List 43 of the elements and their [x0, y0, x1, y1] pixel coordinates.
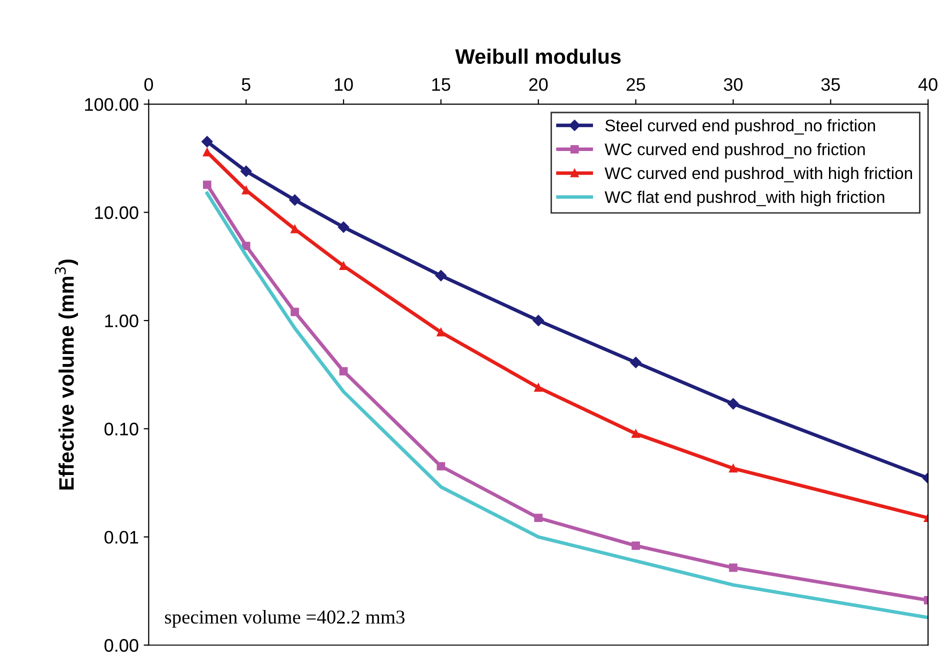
- point: [290, 308, 299, 316]
- legend-label: Steel curved end pushrod_no friction: [605, 119, 875, 135]
- y-tick-label: 1.00: [105, 314, 138, 328]
- point: [532, 314, 544, 326]
- point: [632, 430, 640, 438]
- point: [202, 180, 212, 189]
- x-tick-label: 5: [242, 78, 250, 91]
- y-axis-title: Effective volume (mm$^{3}$): [54, 260, 78, 490]
- x-tick-label: 15: [432, 78, 450, 91]
- legend-label: WC curved end pushrod_with high friction: [604, 166, 912, 182]
- x-axis-title: Weibull modulus: [455, 48, 621, 64]
- legend-label: WC curved end pushrod_no friction: [604, 143, 865, 159]
- point: [729, 464, 738, 473]
- point: [436, 328, 446, 336]
- x-tick-label: 25: [626, 78, 646, 91]
- y-tick-label: 100.00: [85, 98, 138, 111]
- x-tick-label: 30: [724, 78, 743, 91]
- x-tick-label: 0: [144, 78, 153, 91]
- x-tick-label: 35: [821, 78, 840, 91]
- point: [202, 136, 213, 148]
- x-tick-label: 40: [918, 78, 938, 91]
- y-tick-label: 10.00: [95, 206, 138, 220]
- point: [436, 462, 446, 470]
- x-tick-label: 10: [334, 78, 353, 91]
- annotation: specimen volume =402.2 mm3: [165, 610, 405, 628]
- point: [290, 224, 299, 234]
- point: [630, 356, 642, 368]
- point: [728, 398, 739, 410]
- point: [289, 194, 300, 206]
- y-tick-label: 0.10: [104, 422, 138, 436]
- point: [534, 514, 543, 522]
- point: [242, 242, 250, 250]
- y-tick-label: 0.01: [104, 530, 138, 544]
- point: [435, 270, 447, 282]
- point: [339, 367, 348, 376]
- legend-label: WC flat end pushrod_with high friction: [604, 190, 884, 206]
- point: [338, 222, 350, 233]
- point: [534, 383, 543, 392]
- x-tick-label: 20: [529, 78, 548, 91]
- point: [632, 542, 640, 550]
- point: [729, 563, 738, 572]
- y-tick-label: 0.00: [104, 639, 138, 652]
- point: [240, 166, 252, 177]
